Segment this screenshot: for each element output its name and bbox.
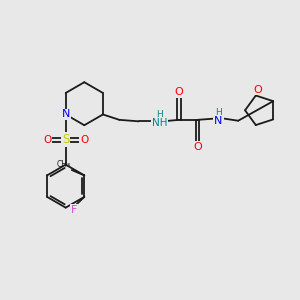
Text: O: O: [253, 85, 262, 94]
Text: CH₃: CH₃: [56, 160, 70, 169]
Text: NH: NH: [152, 118, 167, 128]
Text: F: F: [71, 205, 77, 215]
Text: S: S: [62, 133, 69, 146]
Text: O: O: [43, 135, 51, 145]
Text: N: N: [61, 110, 70, 119]
Text: O: O: [80, 135, 88, 145]
Text: O: O: [175, 87, 183, 97]
Text: N: N: [214, 116, 223, 126]
Text: H: H: [215, 109, 222, 118]
Text: O: O: [193, 142, 202, 152]
Text: H: H: [156, 110, 163, 119]
